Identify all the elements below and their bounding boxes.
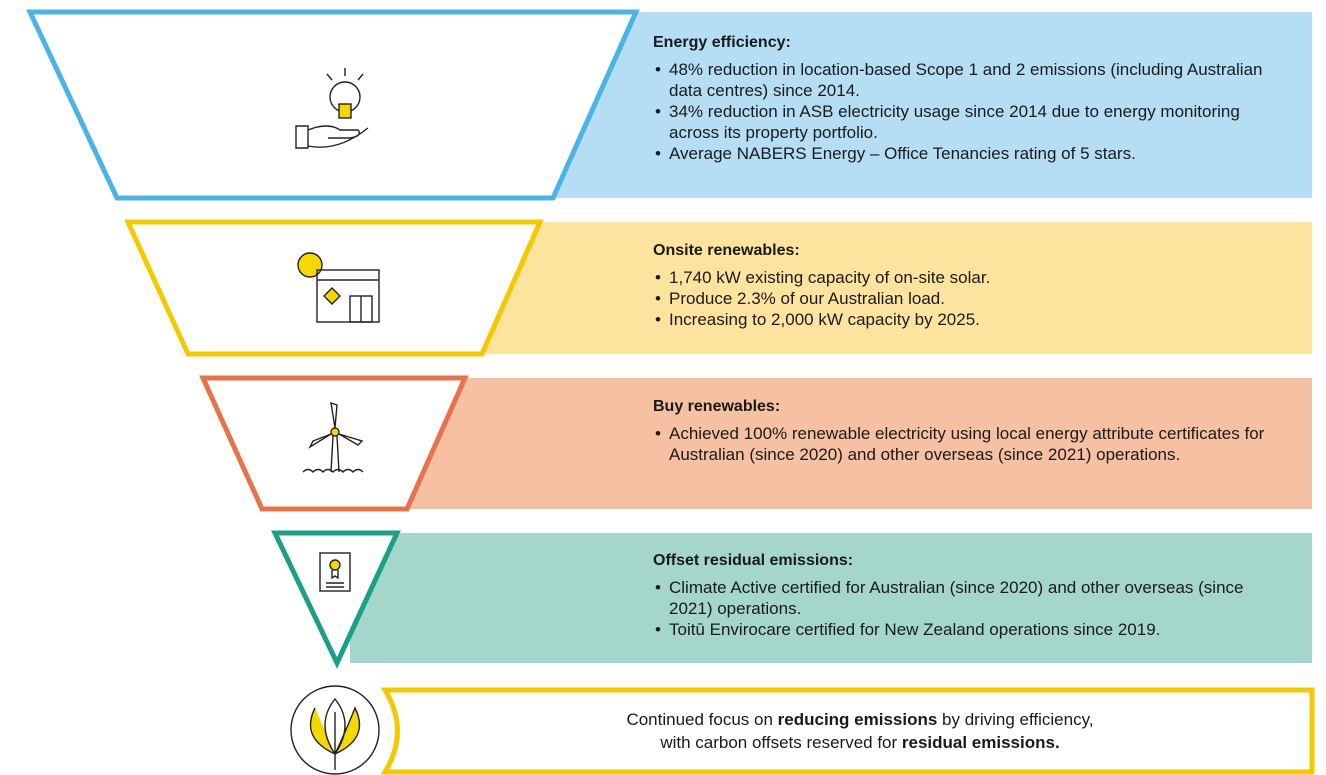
- bullet-list: 48% reduction in location-based Scope 1 …: [653, 59, 1273, 164]
- footer-box: [380, 687, 1315, 775]
- bullet-list: Achieved 100% renewable electricity usin…: [653, 423, 1273, 465]
- bullet: Average NABERS Energy – Office Tenancies…: [653, 143, 1273, 164]
- bullet: Toitū Envirocare certified for New Zeala…: [653, 619, 1273, 640]
- footer-text: Continued focus on reducing emissions by…: [430, 708, 1290, 754]
- emphasis: reducing emissions: [777, 710, 938, 729]
- tier-funnel: [271, 530, 401, 669]
- tier-heading: Buy renewables:: [653, 398, 781, 415]
- footer-segment: by driving efficiency,: [937, 710, 1094, 729]
- bullet-list: 1,740 kW existing capacity of on-site so…: [653, 267, 1273, 330]
- tier-text: Energy efficiency: 48% reduction in locat…: [653, 32, 1273, 164]
- tier-funnel: [124, 219, 544, 357]
- bullet: Achieved 100% renewable electricity usin…: [653, 423, 1273, 465]
- tier-text: Buy renewables: Achieved 100% renewable e…: [653, 396, 1273, 465]
- leaf-cycle-icon: [290, 685, 380, 775]
- bullet: 48% reduction in location-based Scope 1 …: [653, 59, 1273, 101]
- bullet: 34% reduction in ASB electricity usage s…: [653, 101, 1273, 143]
- bullet: Produce 2.3% of our Australian load.: [653, 288, 1273, 309]
- tier-text: Onsite renewables: 1,740 kW existing capa…: [653, 240, 1273, 330]
- bullet: 1,740 kW existing capacity of on-site so…: [653, 267, 1273, 288]
- solar-building-icon: [297, 252, 380, 323]
- tier-heading: Energy efficiency:: [653, 34, 791, 51]
- wind-turbine-icon: [302, 401, 364, 473]
- footer-segment: Continued focus on: [626, 710, 778, 729]
- certificate-icon: [319, 552, 351, 592]
- bullet-list: Climate Active certified for Australian …: [653, 577, 1273, 640]
- bulb-icon: [295, 68, 369, 149]
- tier-text: Offset residual emissions: Climate Active…: [653, 550, 1273, 640]
- tier-heading: Onsite renewables:: [653, 242, 800, 259]
- tier-heading: Offset residual emissions:: [653, 552, 854, 569]
- footer-line: Continued focus on reducing emissions by…: [430, 708, 1290, 731]
- emphasis: residual emissions.: [901, 733, 1060, 752]
- footer-segment: with carbon offsets reserved for: [660, 733, 902, 752]
- tier-funnel: [199, 375, 469, 512]
- bullet: Climate Active certified for Australian …: [653, 577, 1273, 619]
- footer-line: with carbon offsets reserved for residua…: [430, 731, 1290, 754]
- bullet: Increasing to 2,000 kW capacity by 2025.: [653, 309, 1273, 330]
